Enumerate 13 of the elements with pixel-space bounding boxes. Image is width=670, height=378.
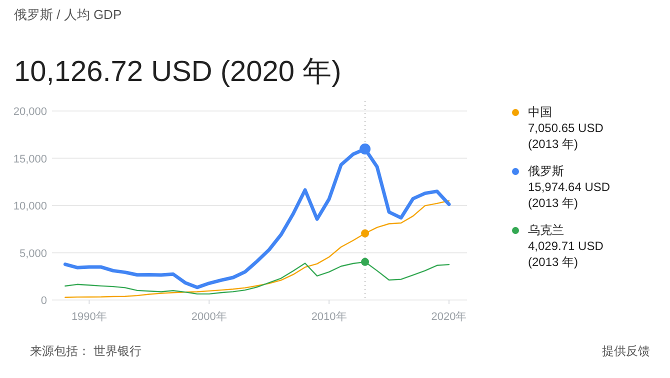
subtitle: 俄罗斯 / 人均 GDP [14, 6, 122, 24]
y-tick-label: 0 [40, 295, 47, 307]
y-tick-label: 5,000 [19, 248, 47, 260]
title: 10,126.72 USD (2020 年) [14, 55, 342, 90]
x-tick-label: 2000年 [191, 311, 227, 323]
y-tick-label: 15,000 [13, 153, 47, 166]
y-tick-label: 20,000 [13, 106, 47, 118]
x-tick-label: 1990年 [71, 311, 107, 323]
source: 来源包括： 世界银行 [30, 343, 142, 360]
x-tick-label: 2010年 [311, 311, 347, 323]
feedback: 提供反馈 [602, 343, 650, 360]
y-tick-label: 10,000 [13, 200, 47, 212]
x-tick-label: 2020年 [431, 311, 467, 323]
